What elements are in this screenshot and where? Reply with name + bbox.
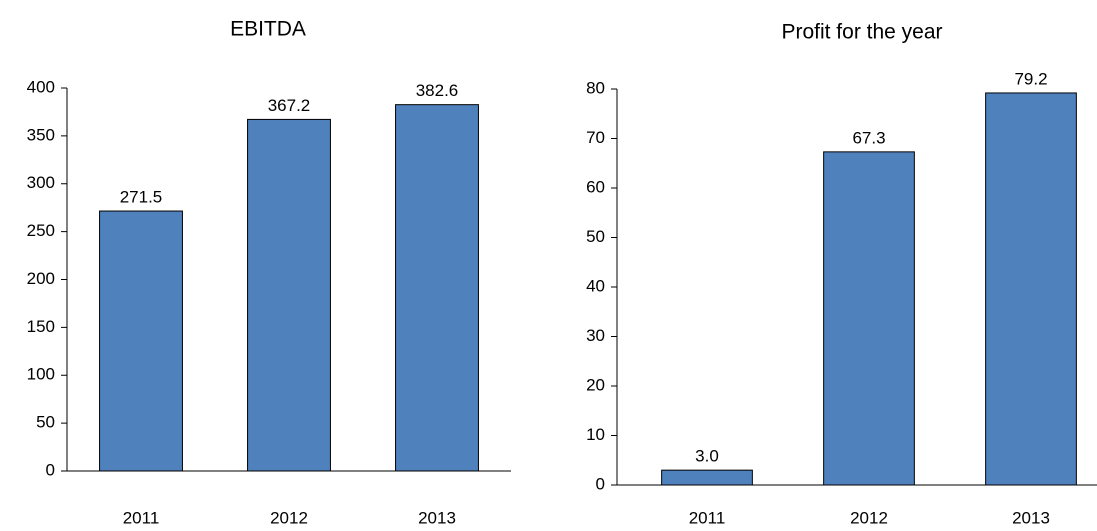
y-tick-label: 40 — [586, 276, 605, 295]
y-tick-label: 200 — [27, 269, 55, 288]
value-label: 3.0 — [695, 447, 719, 466]
y-tick-label: 20 — [586, 375, 605, 394]
chart-title: EBITDA — [230, 18, 306, 41]
bar — [823, 151, 915, 486]
value-label: 67.3 — [852, 128, 885, 147]
bar — [395, 104, 479, 472]
chart-title: Profit for the year — [781, 21, 942, 44]
y-tick-label: 70 — [586, 128, 605, 147]
x-tick-label: 2013 — [418, 508, 456, 527]
x-tick-label: 2012 — [850, 508, 888, 527]
value-label: 367.2 — [268, 96, 311, 115]
bar — [985, 92, 1077, 486]
y-tick-label: 30 — [586, 326, 605, 345]
value-label: 382.6 — [416, 81, 459, 100]
y-tick-label: 50 — [586, 227, 605, 246]
value-label: 271.5 — [120, 188, 163, 207]
y-tick-label: 300 — [27, 173, 55, 192]
x-tick-label: 2011 — [689, 508, 726, 527]
y-tick-label: 0 — [46, 460, 55, 479]
y-tick-label: 50 — [36, 413, 55, 432]
y-tick-label: 60 — [586, 177, 605, 196]
y-tick-label: 100 — [27, 365, 55, 384]
y-tick-label: 250 — [27, 221, 55, 240]
y-tick-label: 0 — [596, 474, 605, 493]
value-label: 79.2 — [1014, 69, 1047, 88]
bar — [247, 118, 331, 472]
y-tick-label: 80 — [586, 78, 605, 97]
x-tick-label: 2012 — [270, 508, 308, 527]
y-tick-label: 350 — [27, 125, 55, 144]
y-tick-label: 10 — [586, 425, 605, 444]
y-tick-label: 400 — [27, 77, 55, 96]
x-tick-label: 2011 — [123, 508, 160, 527]
bar — [99, 210, 183, 472]
bar — [661, 469, 753, 486]
y-tick-label: 150 — [27, 317, 55, 336]
x-tick-label: 2013 — [1012, 508, 1050, 527]
